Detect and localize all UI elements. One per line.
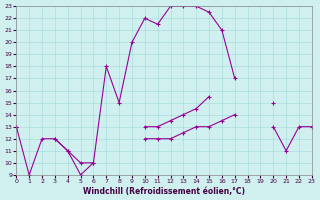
X-axis label: Windchill (Refroidissement éolien,°C): Windchill (Refroidissement éolien,°C) (83, 187, 245, 196)
